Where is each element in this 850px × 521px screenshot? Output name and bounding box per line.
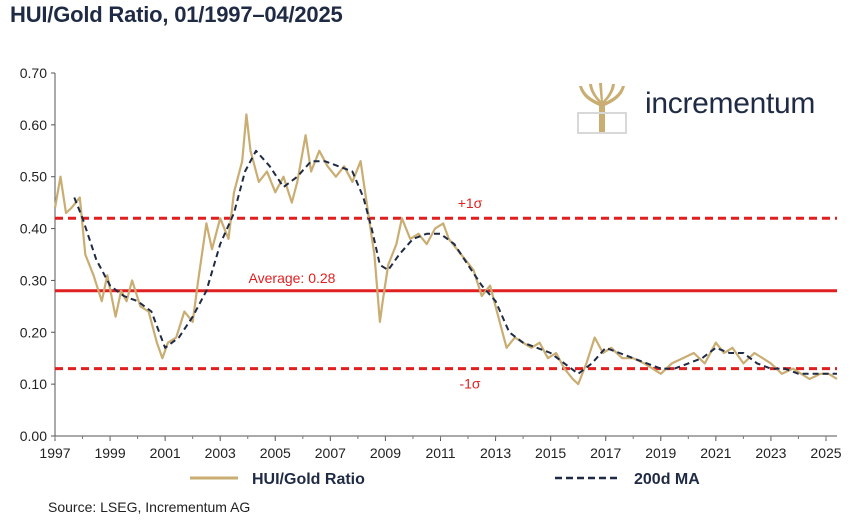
y-tick-label: 0.60 [20,117,47,133]
reference-line-label: Average: 0.28 [249,270,336,286]
source-note: Source: LSEG, Incrementum AG [48,499,251,515]
y-tick-label: 0.10 [20,376,47,392]
x-tick-label: 2003 [205,445,236,461]
reference-lines: +1σ Average: 0.28 -1σ [55,195,837,392]
y-tick-label: 0.40 [20,221,47,237]
x-tick-label: 2017 [590,445,621,461]
reference-line-label: +1σ [458,195,483,211]
legend-label-ratio: HUI/Gold Ratio [252,471,365,488]
x-tick-label: 2013 [480,445,511,461]
y-tick-label: 0.00 [20,428,47,444]
x-tick-label: 2025 [810,445,841,461]
x-tick-label: 2001 [150,445,181,461]
y-tick-label: 0.20 [20,324,47,340]
series-line-200d-ma [73,149,837,375]
x-tick-label: 2019 [645,445,676,461]
x-tick-label: 2005 [260,445,291,461]
chart-axes: 0.00 0.10 0.20 0.30 0.40 0.50 0.60 0.70 1997 1999… [20,65,842,461]
y-tick-label: 0.70 [20,65,47,81]
incrementum-logo: incrementum [577,83,837,135]
x-tick-label: 1997 [39,445,70,461]
chart-legend: HUI/Gold Ratio 200d MA [190,471,700,488]
x-tick-label: 2023 [755,445,786,461]
y-tick-label: 0.50 [20,169,47,185]
tree-logo-icon [577,83,627,134]
x-tick-label: 2007 [315,445,346,461]
chart-title: HUI/Gold Ratio, 01/1997–04/2025 [10,2,343,27]
x-tick-label: 1999 [94,445,125,461]
x-tick-label: 2015 [535,445,566,461]
y-tick-label: 0.30 [20,272,47,288]
x-tick-label: 2021 [700,445,731,461]
reference-line-label: -1σ [459,376,480,392]
x-tick-label: 2011 [425,445,455,461]
logo-text: incrementum [645,87,816,120]
x-tick-label: 2009 [370,445,401,461]
legend-label-ma: 200d MA [634,471,700,488]
chart-series [53,113,838,386]
series-line-hui-gold-ratio [53,113,838,386]
